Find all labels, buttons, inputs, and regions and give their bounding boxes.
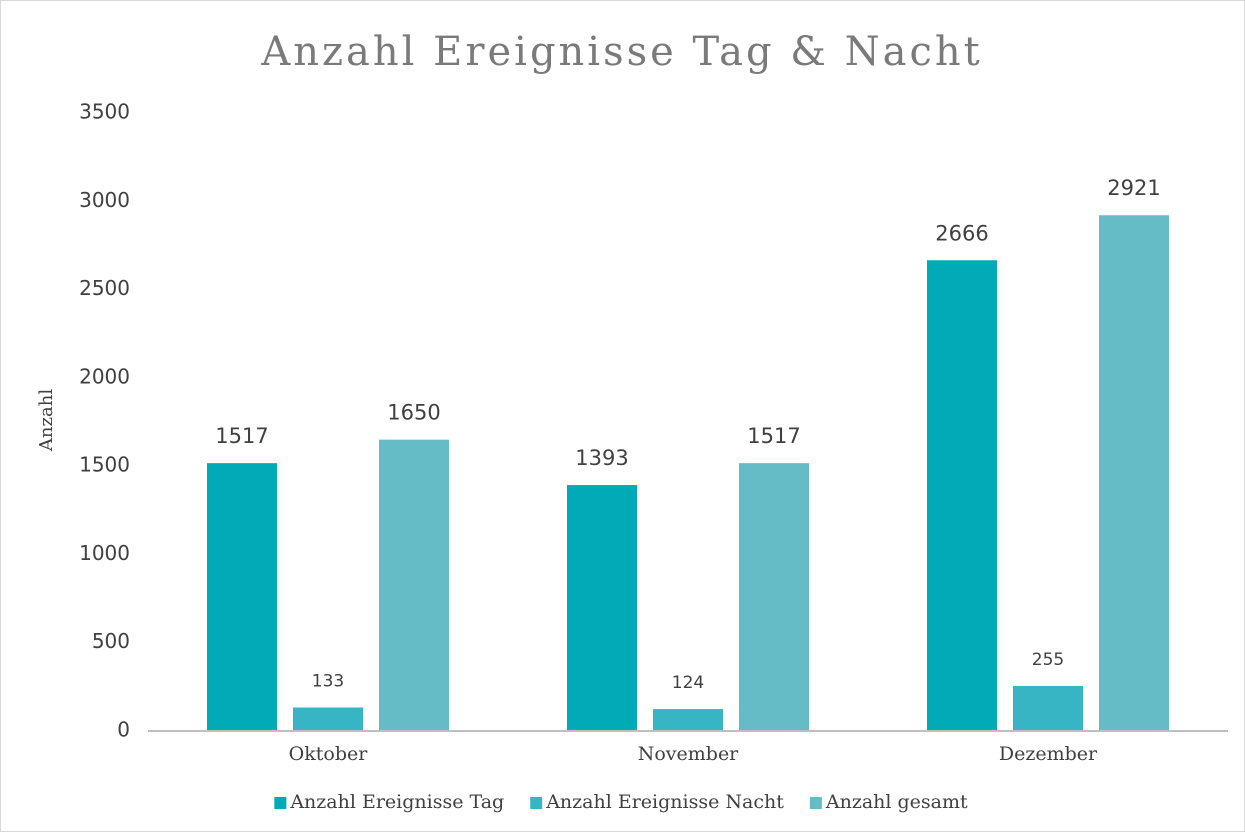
legend-swatch (274, 797, 287, 809)
y-axis-label: Anzahl (36, 389, 57, 452)
data-label: 255 (1032, 650, 1064, 670)
legend-label: Anzahl gesamt (825, 791, 968, 813)
data-label: 1517 (215, 424, 268, 448)
x-tick-label: Oktober (289, 743, 369, 765)
y-tick-label: 3000 (79, 188, 130, 212)
x-tick-label: November (638, 743, 739, 765)
y-tick-label: 0 (117, 718, 130, 742)
legend-swatch (809, 797, 822, 809)
data-label: 1517 (747, 424, 800, 448)
y-tick-label: 3500 (79, 100, 130, 124)
y-tick-label: 2000 (79, 364, 130, 388)
bar (927, 260, 997, 731)
y-tick-label: 1000 (79, 541, 130, 565)
y-tick-label: 2500 (79, 276, 130, 300)
data-label: 124 (672, 673, 704, 693)
x-tick-label: Dezember (999, 743, 1098, 765)
bar (739, 463, 809, 731)
y-tick-label: 1500 (79, 453, 130, 477)
chart-title: Anzahl Ereignisse Tag & Nacht (260, 29, 982, 75)
bar (1099, 215, 1169, 731)
bar (379, 439, 449, 731)
legend-label: Anzahl Ereignisse Tag (289, 791, 504, 813)
data-label: 1393 (575, 446, 628, 470)
legend-swatch (530, 797, 543, 809)
bar (653, 709, 723, 731)
data-label: 133 (312, 672, 344, 692)
bar (293, 707, 363, 731)
data-label: 1650 (387, 401, 440, 425)
bar (207, 463, 277, 731)
bar (567, 485, 637, 731)
bar (1013, 685, 1083, 731)
y-tick-label: 500 (92, 629, 130, 653)
data-label: 2666 (935, 221, 988, 245)
data-label: 2921 (1107, 176, 1160, 200)
legend-label: Anzahl Ereignisse Nacht (545, 791, 784, 813)
